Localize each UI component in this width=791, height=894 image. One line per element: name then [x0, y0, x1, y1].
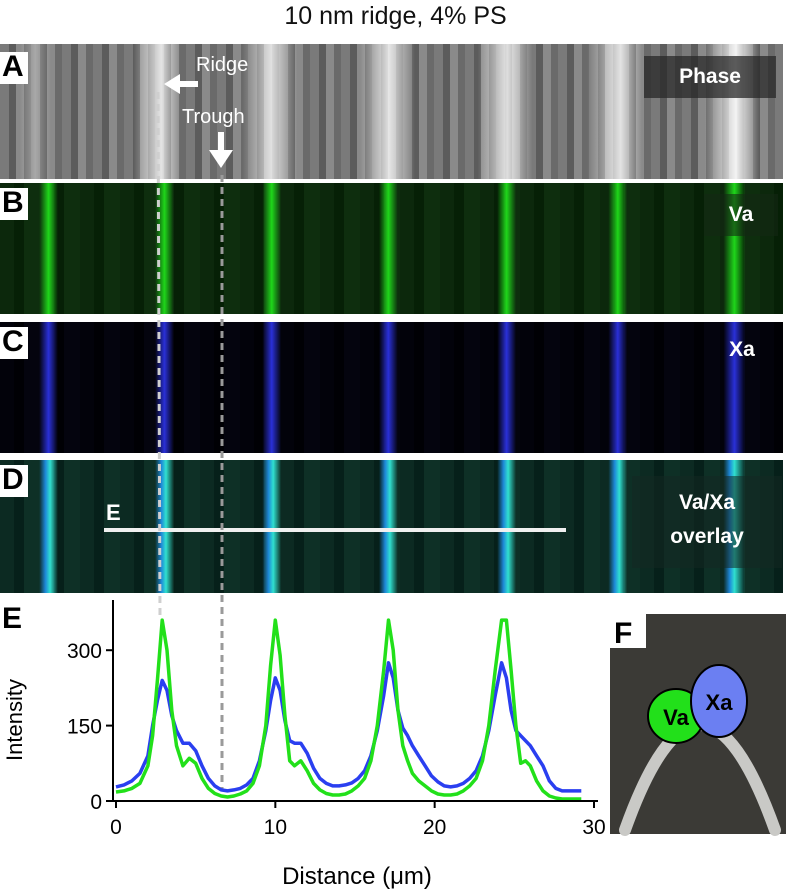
line-scan-label: E: [106, 500, 121, 525]
green-series-line: [115, 618, 582, 801]
panel-e-label: E: [0, 604, 27, 636]
va-tag: Va: [704, 194, 778, 236]
panel-b-va-image: [0, 183, 783, 314]
ridge-guide-line: [156, 91, 162, 619]
y-tick-label: 0: [90, 791, 102, 814]
phase-tag: Phase: [644, 56, 776, 98]
x-axis-label: Distance (μm): [282, 863, 432, 890]
panel-c-label: C: [0, 327, 28, 359]
ridge-arrow: [164, 74, 198, 94]
overlay-tag-line2: overlay: [670, 525, 744, 548]
panel-d-label: D: [0, 465, 28, 497]
blue-series-line: [115, 661, 582, 793]
trough-annotation: Trough: [182, 106, 245, 128]
figure-title: 10 nm ridge, 4% PS: [284, 2, 507, 30]
overlay-tag: Va/Xa overlay: [632, 476, 782, 568]
trough-arrow: [209, 132, 233, 168]
xa-tag: Xa: [729, 338, 755, 361]
x-tick-label: 0: [110, 816, 122, 839]
x-tick-label: 10: [264, 816, 287, 839]
panel-a-label: A: [0, 52, 28, 84]
line-scan-bar: [104, 528, 566, 532]
x-tick-label: 30: [582, 816, 605, 839]
overlay-tag-line1: Va/Xa: [678, 491, 736, 514]
x-tick-label: 20: [423, 816, 446, 839]
y-tick-label: 300: [67, 640, 102, 663]
panel-c-xa-image: [0, 322, 783, 453]
y-tick-label: 150: [67, 716, 102, 739]
ridge-annotation: Ridge: [196, 54, 249, 76]
y-axis-label: Intensity: [2, 679, 27, 761]
panel-b-label: B: [0, 188, 28, 220]
